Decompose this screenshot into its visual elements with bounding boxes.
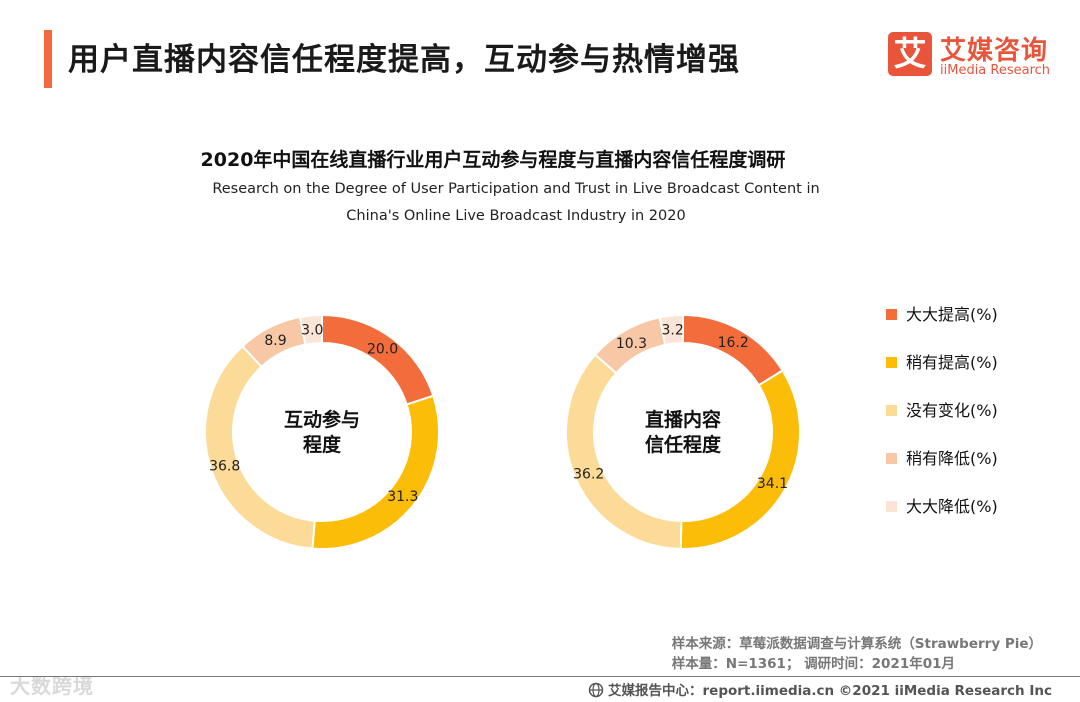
legend-swatch: [886, 405, 897, 416]
chart-subtitle-line2: China's Online Live Broadcast Industry i…: [346, 208, 686, 224]
chart-subtitle: Research on the Degree of User Participa…: [0, 176, 1032, 230]
slice-value-label: 20.0: [367, 342, 398, 358]
slice-value-label: 8.9: [264, 333, 286, 349]
slice-value-label: 16.2: [718, 335, 749, 351]
legend-swatch: [886, 453, 897, 464]
slice-value-label: 36.2: [573, 466, 604, 482]
footer-divider: [0, 676, 1080, 677]
donut-center-label: 信任程度: [645, 433, 722, 456]
slice-value-label: 31.3: [387, 489, 418, 505]
donut-center-label: 互动参与: [284, 408, 360, 431]
logo-icon: 艾: [888, 32, 932, 76]
legend-swatch: [886, 309, 897, 320]
donut-slice: [298, 313, 323, 346]
brand-logo: 艾 艾媒咨询 iiMedia Research: [888, 30, 1060, 82]
slice-value-label: 3.0: [301, 322, 323, 338]
slice-value-label: 36.8: [209, 459, 240, 475]
footer: 艾媒报告中心：report.iimedia.cn ©2021 iiMedia R…: [588, 679, 1052, 699]
legend-label: 大大降低(%): [906, 497, 998, 516]
page-title: 用户直播内容信任程度提高，互动参与热情增强: [68, 42, 740, 78]
slice-value-label: 10.3: [616, 336, 647, 352]
footer-text: 艾媒报告中心：report.iimedia.cn ©2021 iiMedia R…: [608, 683, 1052, 699]
source-line2: 样本量：N=1361； 调研时间：2021年01月: [671, 656, 956, 672]
legend-label: 大大提高(%): [906, 305, 998, 324]
legend-label: 稍有提高(%): [906, 353, 998, 372]
legend-swatch: [886, 501, 897, 512]
sample-source: 样本来源：草莓派数据调查与计算系统（Strawberry Pie） 样本量：N=…: [672, 634, 1042, 674]
legend-swatch: [886, 357, 897, 368]
donut-center-label: 直播内容: [645, 408, 721, 431]
legend-item: 没有变化(%): [886, 399, 998, 447]
legend-item: 大大提高(%): [886, 303, 998, 351]
legend-label: 稍有降低(%): [906, 449, 998, 468]
watermark: 大数跨境: [10, 674, 94, 698]
legend-label: 没有变化(%): [906, 401, 998, 420]
slice-value-label: 3.2: [662, 323, 684, 339]
donut-slice: [321, 313, 435, 406]
donut-slice: [679, 369, 801, 550]
chart-legend: 大大提高(%) 稍有提高(%) 没有变化(%) 稍有降低(%) 大大降低(%): [886, 303, 998, 543]
slice-value-label: 34.1: [757, 476, 788, 492]
donut-center-label: 程度: [303, 433, 342, 456]
legend-item: 稍有降低(%): [886, 447, 998, 495]
legend-item: 稍有提高(%): [886, 351, 998, 399]
legend-item: 大大降低(%): [886, 495, 998, 543]
globe-icon: [588, 682, 604, 698]
donut-slice: [658, 313, 684, 346]
logo-cn-text: 艾媒咨询: [940, 36, 1049, 66]
logo-en-text: iiMedia Research: [940, 63, 1051, 78]
chart-title: 2020年中国在线直播行业用户互动参与程度与直播内容信任程度调研: [200, 149, 786, 171]
title-accent-bar: [44, 30, 52, 88]
chart-subtitle-line1: Research on the Degree of User Participa…: [212, 181, 820, 197]
donut-slice: [204, 344, 316, 550]
source-line1: 样本来源：草莓派数据调查与计算系统（Strawberry Pie）: [671, 636, 1042, 652]
